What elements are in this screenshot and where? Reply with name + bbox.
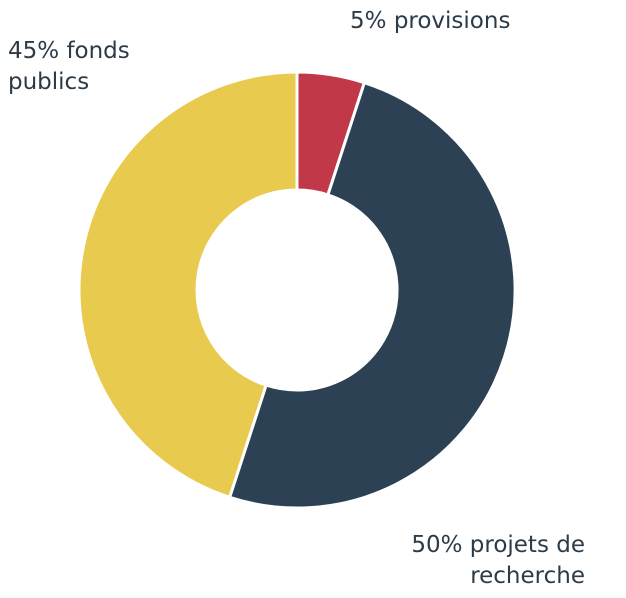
slice-label: 50% projets de recherche [395,530,585,592]
slice-label: 45% fonds publics [8,36,158,98]
donut-slice [77,70,299,500]
category-label: projets de recherche [469,532,585,589]
value-label: 5% [350,8,387,34]
slice-label: 5% provisions [350,6,610,37]
value-label: 45% [8,38,60,64]
donut-slice [227,80,517,510]
value-label: 50% [411,532,463,558]
category-label: fonds publics [8,38,130,95]
category-label: provisions [393,8,511,34]
